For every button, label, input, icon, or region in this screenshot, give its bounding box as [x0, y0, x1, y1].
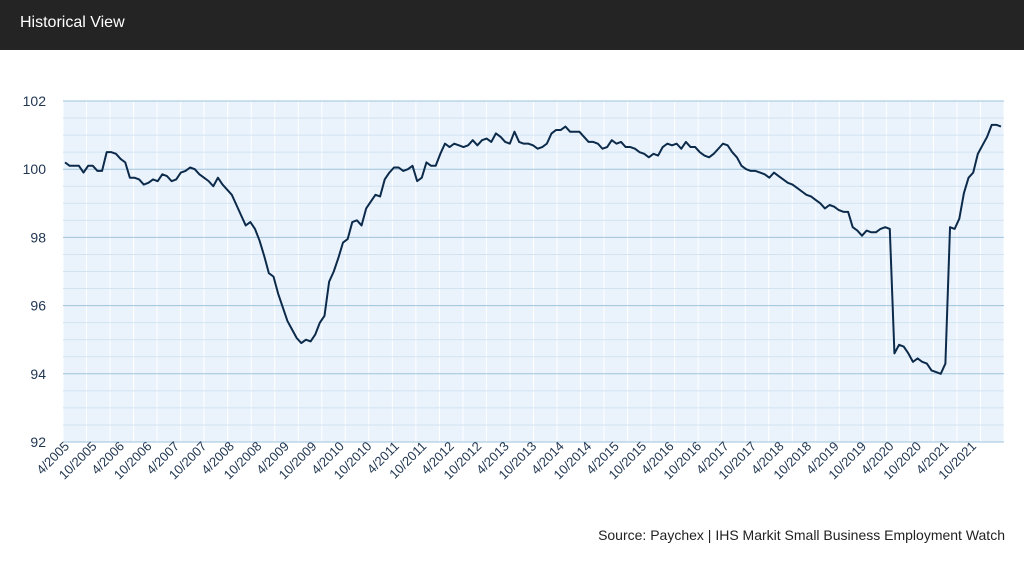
y-tick-label: 92: [30, 434, 46, 450]
page-title: Historical View: [20, 14, 125, 31]
y-tick-label: 98: [30, 229, 46, 245]
y-tick-label: 94: [30, 366, 46, 382]
line-chart: 102 100 98 96 94 92 4/200510/20054/200610/200…: [23, 93, 1005, 483]
x-axis-labels: 4/200510/20054/200610/20064/200710/20074…: [33, 439, 979, 483]
y-tick-label: 96: [30, 298, 46, 314]
y-tick-label: 100: [23, 161, 47, 177]
series-line: [64, 123, 1002, 375]
y-tick-label: 102: [23, 93, 47, 109]
header-bar: Historical View: [0, 0, 1024, 50]
y-axis-labels: 102 100 98 96 94 92: [23, 93, 47, 450]
source-note: Source: Paychex | IHS Markit Small Busin…: [598, 527, 1005, 543]
plot-area: [62, 100, 1005, 443]
